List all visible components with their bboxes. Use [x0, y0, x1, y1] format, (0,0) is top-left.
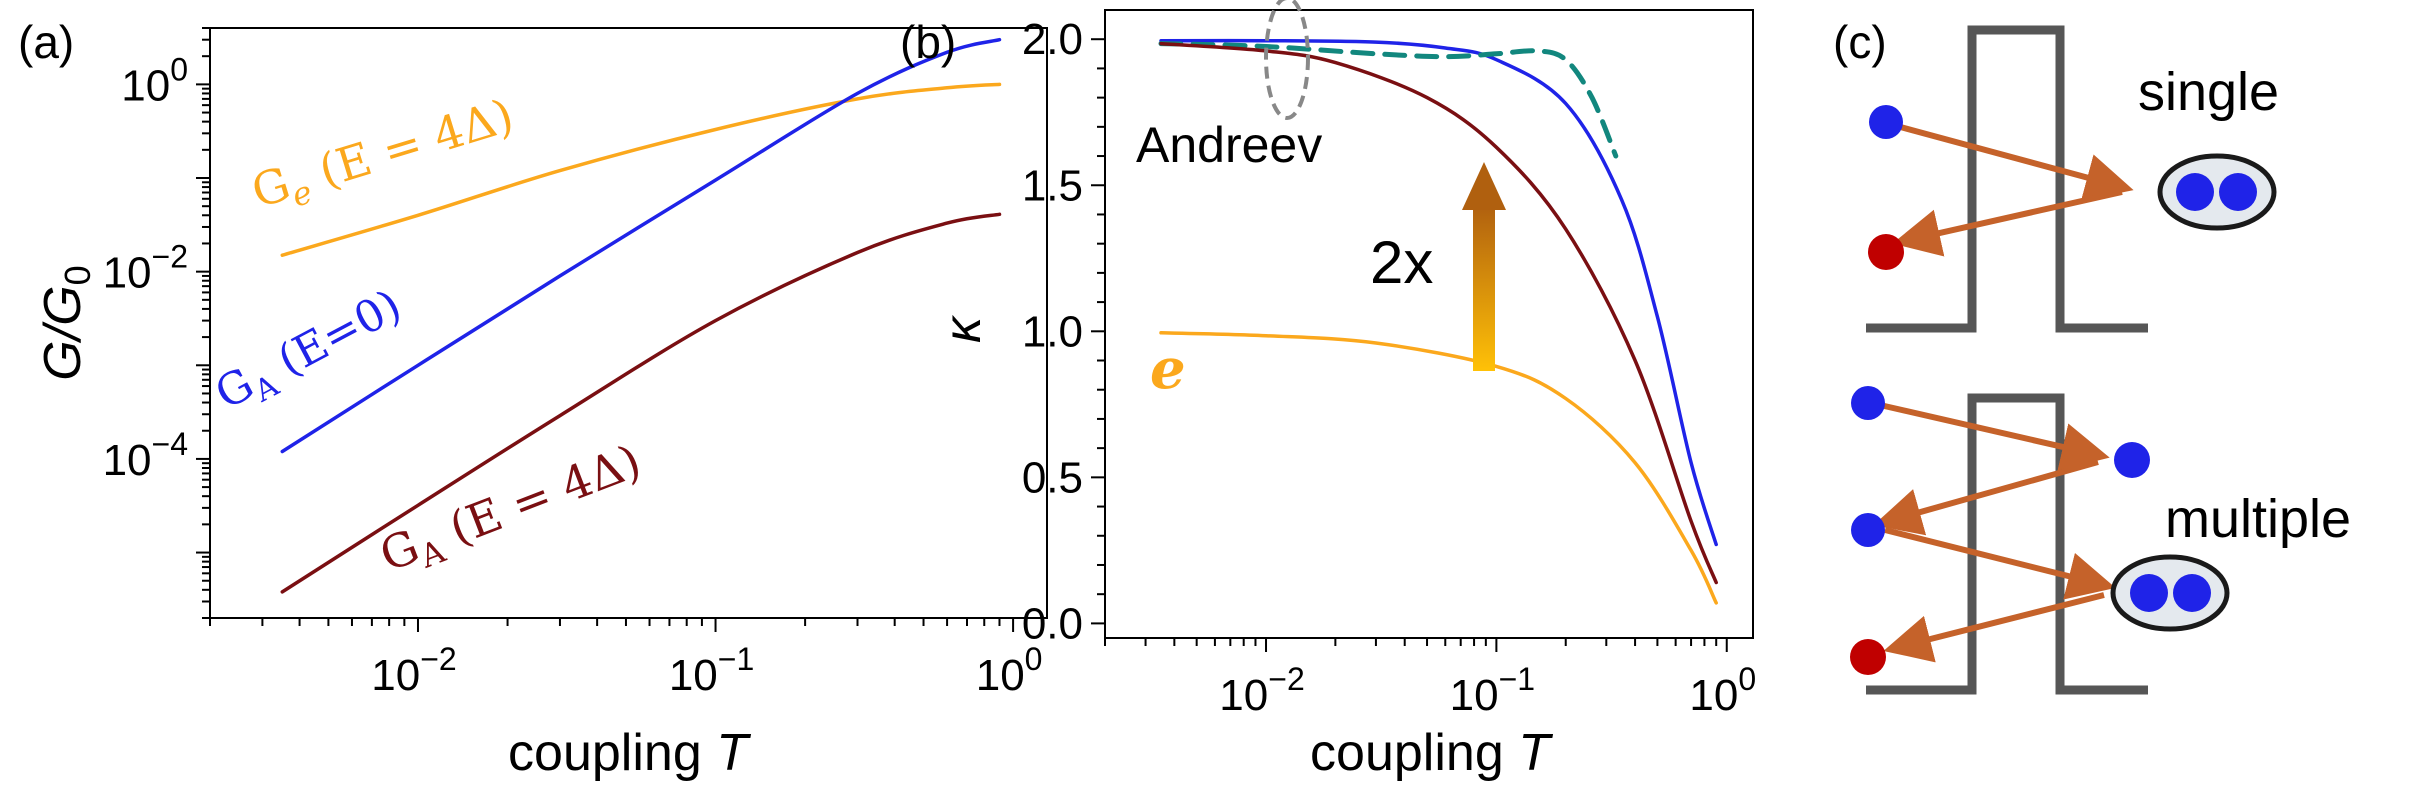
series-line	[280, 37, 1002, 454]
arrow-1	[1879, 402, 2110, 471]
series-line	[280, 82, 1002, 257]
pair-electron-icon	[2176, 173, 2214, 211]
schematic-single: single	[1866, 25, 2279, 333]
arrow-2x-shaft	[1473, 205, 1495, 371]
label-single: single	[2138, 62, 2279, 122]
electron-icon	[1869, 105, 1903, 139]
annotation-e: e	[1150, 336, 1186, 402]
panel-b-series	[1158, 38, 1718, 605]
hole-icon	[1868, 234, 1904, 270]
y-tick-label: 0.0	[1022, 599, 1083, 648]
barrier-multiple	[1866, 393, 2148, 695]
y-tick-label: 100	[121, 51, 188, 110]
x-tick-label: 100	[976, 641, 1043, 700]
electron-icon	[2114, 442, 2150, 478]
panel-c-label: (c)	[1833, 16, 1887, 68]
electron-icon	[1851, 386, 1885, 420]
pair-electron-icon	[2173, 574, 2211, 612]
panel-a-ticks: 10−2 10−1 100 10−4 10−2 100	[103, 27, 1043, 700]
electron-icon	[1851, 513, 1885, 547]
panel-b-label: (b)	[900, 16, 956, 68]
series-line	[1159, 331, 1718, 605]
cooper-pair-single	[2157, 153, 2277, 231]
label-multiple: multiple	[2165, 489, 2351, 549]
panel-b-frame	[1104, 9, 1754, 639]
y-tick-label: 2.0	[1022, 15, 1083, 64]
y-tick-label: 10−4	[103, 426, 188, 485]
pair-electron-icon	[2130, 574, 2168, 612]
y-tick-label: 1.5	[1022, 161, 1083, 210]
panel-b-ticks: 10−2 10−1 100 0.0 0.5 1.0 1.5 2.0	[1022, 15, 1756, 720]
annotation-ga-e0: GA (E=0)	[207, 280, 413, 426]
series-line	[1159, 38, 1718, 547]
panel-a-series	[280, 37, 1002, 594]
x-tick-label: 10−2	[1219, 661, 1304, 720]
y-tick-label: 10−2	[103, 239, 188, 298]
arrow-2x-head	[1462, 162, 1506, 210]
panel-a-frame	[209, 27, 1048, 619]
series-line	[280, 212, 1002, 594]
cooper-pair-multiple	[2110, 554, 2230, 632]
panel-a-xlabel: coupling T	[508, 724, 751, 782]
panel-b-ylabel: κ	[934, 314, 992, 343]
annotation-2x: 2x	[1370, 229, 1433, 296]
pair-electron-icon	[2219, 173, 2257, 211]
panel-a-label: (a)	[18, 16, 74, 68]
hole-icon	[1850, 639, 1886, 675]
annotation-andreev: Andreev	[1136, 117, 1322, 173]
panel-a-ylabel: G/G0	[34, 265, 98, 380]
annotation-ga-e4: GA (E = 4Δ)	[373, 434, 651, 589]
x-tick-label: 10−1	[1450, 661, 1535, 720]
x-tick-label: 100	[1689, 661, 1756, 720]
arrow-2	[1873, 459, 2099, 536]
y-tick-label: 0.5	[1022, 453, 1083, 502]
x-tick-label: 10−1	[669, 641, 754, 700]
panel-a: (a) 10−2 10−1 100 10−4 10−2 100 coupling T G/…	[18, 16, 1048, 782]
panel-b-xlabel: coupling T	[1310, 724, 1553, 782]
x-tick-label: 10−2	[371, 641, 456, 700]
y-tick-label: 1.0	[1022, 307, 1083, 356]
series-line	[1159, 41, 1718, 585]
andreev-ellipse	[1264, 0, 1310, 120]
barrier-single	[1866, 25, 2148, 333]
panel-c: (c) single multiple	[1833, 16, 2351, 695]
arrow-3	[1884, 527, 2116, 600]
arrow-4	[1883, 592, 2105, 663]
arrow-incoming-single	[1892, 122, 2134, 201]
schematic-multiple: multiple	[1850, 386, 2351, 695]
arrow-reflected-single	[1892, 189, 2123, 257]
annotation-ge: Ge (E = 4Δ)	[245, 88, 521, 225]
series-line	[1158, 41, 1619, 159]
